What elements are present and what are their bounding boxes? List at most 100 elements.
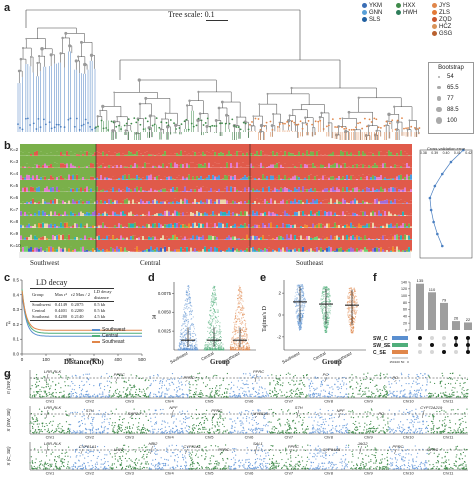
admixture-bar: [276, 156, 278, 163]
admixture-bar: [30, 180, 32, 187]
admixture-bar: [174, 180, 176, 190]
admixture-bar: [294, 188, 296, 192]
admixture-bar: [42, 168, 44, 177]
admixture-bar: [326, 180, 328, 188]
admixture-bar: [176, 187, 178, 192]
admixture-bar: [388, 192, 390, 200]
admixture-bar: [120, 204, 122, 212]
admixture-bar: [222, 216, 224, 224]
admixture-bar: [396, 224, 398, 228]
admixture-bar: [220, 200, 222, 204]
admixture-bar: [164, 144, 166, 151]
admixture-bar: [400, 168, 402, 175]
admixture-bar: [380, 204, 382, 214]
admixture-bar: [124, 216, 126, 227]
admixture-bar: [148, 163, 150, 168]
admixture-bar: [122, 144, 124, 153]
admixture-bar: [302, 180, 304, 187]
bootstrap-node: [342, 117, 344, 119]
tree-tip: [179, 127, 181, 129]
admixture-bar: [406, 204, 408, 216]
admixture-bar: [86, 240, 88, 250]
admixture-bar: [260, 180, 262, 190]
admixture-bar: [388, 168, 390, 179]
tree-tip: [410, 126, 412, 128]
pi-point: [180, 334, 181, 335]
admixture-bar: [310, 204, 312, 211]
admixture-bar: [130, 224, 132, 228]
admixture-bar: [398, 189, 400, 192]
admixture-bar: [162, 249, 164, 252]
admixture-bar: [44, 216, 46, 223]
admixture-bar: [406, 250, 408, 252]
admixture-bar: [76, 156, 78, 168]
pi-point: [186, 319, 187, 320]
admixture-bar: [162, 180, 164, 189]
admixture-bar: [78, 168, 80, 180]
admixture-bar: [340, 190, 342, 192]
admixture-bar: [364, 188, 366, 192]
admixture-bar: [350, 152, 352, 156]
admixture-bar: [74, 192, 76, 202]
admixture-bar: [284, 151, 286, 156]
admixture-bar: [54, 204, 56, 212]
admixture-bar: [76, 192, 78, 201]
admixture-bar: [320, 156, 322, 164]
admixture-bar: [82, 247, 84, 252]
admixture-bar: [64, 168, 66, 179]
admixture-bar: [102, 238, 104, 240]
admixture-bar: [314, 216, 316, 226]
admixture-bar: [370, 216, 372, 223]
admixture-bar: [268, 216, 270, 223]
admixture-bar: [328, 211, 330, 216]
admixture-bar: [178, 155, 180, 156]
admixture-bar: [22, 180, 24, 188]
admixture-bar: [274, 165, 276, 168]
pi-point: [180, 332, 181, 333]
admixture-bar: [56, 226, 58, 228]
admixture-bar: [294, 204, 296, 212]
admixture-bar: [24, 204, 26, 212]
admixture-bar: [146, 224, 148, 228]
admixture-bar: [120, 216, 122, 225]
admixture-bar: [68, 235, 70, 240]
admixture-bar: [330, 144, 332, 153]
admixture-bar: [108, 156, 110, 165]
admixture-bar: [246, 192, 248, 203]
admixture-bar: [126, 228, 128, 237]
admixture-bar: [102, 240, 104, 249]
admixture-bar: [126, 237, 128, 240]
admixture-bar: [242, 240, 244, 251]
tree-tip: [248, 128, 250, 130]
admixture-bar: [106, 240, 108, 250]
admixture-bar: [356, 144, 358, 156]
admixture-bar: [296, 144, 298, 155]
admixture-bar: [106, 168, 108, 177]
admixture-bar: [66, 156, 68, 164]
admixture-bar: [64, 144, 66, 154]
admixture-bar: [150, 144, 152, 155]
admixture-bar: [382, 201, 384, 204]
tree-tip: [315, 120, 317, 122]
admixture-bar: [58, 176, 60, 180]
admixture-bar: [270, 144, 272, 153]
admixture-bar: [44, 153, 46, 156]
admixture-bar: [290, 240, 292, 250]
admixture-bar: [306, 225, 308, 228]
bootstrap-node: [328, 122, 330, 124]
admixture-bar: [84, 166, 86, 168]
admixture-bar: [360, 180, 362, 191]
admixture-bar: [150, 168, 152, 175]
admixture-bar: [272, 216, 274, 228]
admixture-bar: [152, 154, 154, 156]
legend-label: JYS: [439, 3, 450, 9]
admixture-bar: [36, 192, 38, 203]
admixture-bar: [204, 216, 206, 228]
admixture-bar: [302, 240, 304, 247]
x-tick-label: 500: [138, 357, 146, 362]
bootstrap-node: [260, 124, 263, 127]
admixture-bar: [220, 211, 222, 216]
admixture-bar: [226, 187, 228, 192]
admixture-bar: [72, 189, 74, 192]
admixture-bar: [164, 204, 166, 211]
